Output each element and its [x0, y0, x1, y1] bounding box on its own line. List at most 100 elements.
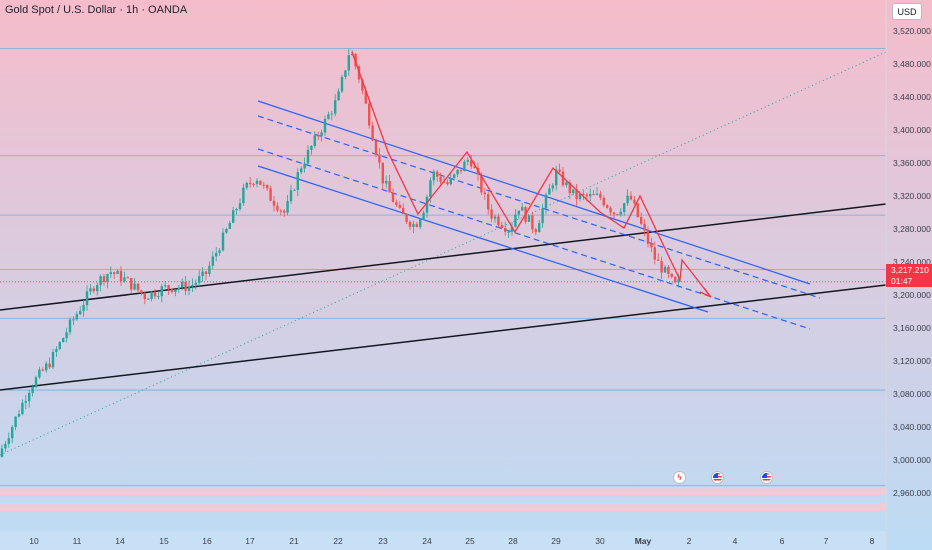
- candle-body: [79, 311, 82, 315]
- candle-body: [470, 160, 473, 167]
- candle-body: [238, 203, 242, 210]
- candle-body: [619, 211, 622, 215]
- zigzag-projection: [351, 51, 711, 297]
- candle-body: [572, 189, 575, 194]
- candle-body: [211, 256, 214, 266]
- candle-body: [323, 119, 327, 133]
- candle-body: [99, 276, 102, 286]
- candle-body: [541, 208, 544, 224]
- candle-body: [670, 273, 673, 277]
- candle-body: [130, 277, 133, 290]
- candle-body: [62, 338, 65, 343]
- candle-body: [650, 243, 653, 248]
- channel-lower-line: [257, 165, 709, 313]
- candle-body: [558, 169, 561, 172]
- candle-body: [446, 181, 449, 185]
- candle-body: [306, 149, 310, 164]
- candle-body: [272, 200, 276, 206]
- candle-body: [300, 168, 303, 173]
- bottom-band: [0, 487, 886, 495]
- candle-body: [459, 169, 463, 172]
- candle-body: [442, 181, 446, 183]
- us-flag-icon[interactable]: [711, 471, 724, 484]
- candle-body: [504, 227, 507, 232]
- candle-body: [232, 210, 235, 223]
- x-tick-label: 21: [289, 536, 299, 546]
- x-tick-label: 2: [686, 536, 692, 546]
- candle-body: [89, 288, 92, 292]
- x-tick-label: 17: [245, 536, 255, 546]
- candle-body: [157, 296, 160, 298]
- candle-body: [276, 205, 279, 211]
- candle-body: [616, 214, 619, 216]
- candle-body: [660, 260, 663, 273]
- candle-body: [303, 163, 306, 169]
- candle-body: [626, 195, 629, 204]
- candle-body: [255, 180, 259, 184]
- y-tick-label: 3,280.000: [893, 224, 931, 234]
- candle-body: [245, 182, 248, 188]
- candle-body: [153, 291, 157, 297]
- candle-body: [517, 210, 520, 215]
- candle-body: [92, 288, 95, 292]
- candle-body: [0, 448, 4, 457]
- last-price-badge: 3,217.210 01:47: [886, 264, 932, 287]
- candle-body: [439, 176, 442, 182]
- candle-body: [667, 266, 670, 274]
- candle-body: [187, 286, 191, 291]
- candle-body: [561, 171, 565, 186]
- candle-body: [21, 402, 24, 415]
- candle-body: [347, 55, 350, 71]
- candle-body: [378, 154, 381, 163]
- candle-body: [463, 161, 466, 172]
- candle-body: [41, 369, 44, 371]
- y-tick-label: 3,040.000: [893, 422, 931, 432]
- candle-body: [548, 188, 551, 195]
- candle-body: [368, 103, 371, 126]
- candle-body: [385, 180, 388, 184]
- x-tick-label: 6: [779, 536, 785, 546]
- candle-body: [293, 189, 296, 191]
- candle-body: [364, 90, 367, 104]
- candle-body: [466, 160, 469, 162]
- candle-body: [402, 207, 405, 215]
- x-tick-label: May: [634, 536, 652, 546]
- y-tick-label: 3,160.000: [893, 323, 931, 333]
- candle-body: [585, 194, 588, 197]
- y-tick-label: 3,120.000: [893, 356, 931, 366]
- y-tick-label: 3,360.000: [893, 158, 931, 168]
- candle-body: [578, 193, 582, 200]
- x-tick-label: 14: [115, 536, 125, 546]
- candle-body: [374, 140, 378, 155]
- candle-body: [636, 203, 639, 217]
- x-tick-label: 24: [422, 536, 432, 546]
- currency-button[interactable]: USD: [892, 3, 922, 20]
- candle-body: [599, 193, 602, 198]
- candle-body: [28, 392, 31, 402]
- candle-body: [113, 272, 116, 274]
- candle-body: [109, 272, 112, 275]
- drawing-lines: [0, 51, 887, 456]
- x-tick-label: 28: [508, 536, 518, 546]
- candle-body: [398, 205, 401, 208]
- x-tick-label: 10: [29, 536, 39, 546]
- candle-body: [106, 274, 109, 282]
- candle-body: [493, 216, 497, 219]
- candle-body: [150, 291, 153, 299]
- lightning-icon[interactable]: ϟ: [673, 471, 686, 484]
- channel-mid-line: [257, 115, 821, 299]
- candle-body: [565, 182, 568, 186]
- candle-body: [198, 276, 201, 283]
- candle-body: [473, 166, 476, 168]
- candle-body: [589, 194, 592, 197]
- candle-body: [218, 250, 221, 253]
- candle-body: [269, 188, 272, 201]
- us-flag-icon[interactable]: [760, 471, 773, 484]
- candle-body: [391, 192, 395, 203]
- candle-body: [116, 270, 119, 274]
- candle-body: [160, 286, 163, 297]
- candle-body: [184, 281, 187, 291]
- candle-body: [68, 319, 72, 333]
